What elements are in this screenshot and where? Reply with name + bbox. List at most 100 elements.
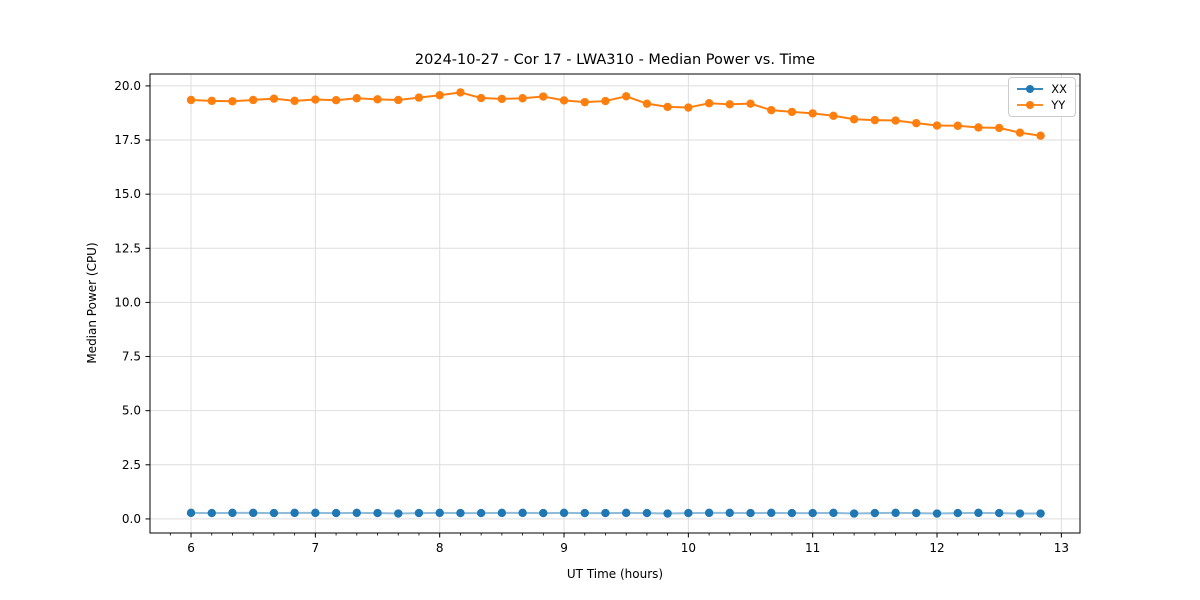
legend-sample-marker	[1026, 85, 1035, 93]
data-point-marker	[539, 92, 548, 101]
data-point-marker	[932, 121, 942, 130]
data-point-marker	[829, 508, 838, 518]
data-point-marker	[994, 123, 1004, 133]
data-point-marker	[394, 509, 403, 518]
data-point-marker	[725, 100, 734, 109]
chart-title: 2024-10-27 - Cor 17 - LWA310 - Median Po…	[415, 52, 815, 68]
data-point-marker	[248, 508, 258, 518]
legend-item: XX	[1015, 82, 1067, 96]
data-point-marker	[331, 95, 341, 105]
data-point-marker	[186, 508, 196, 518]
data-point-marker	[974, 123, 983, 132]
data-point-marker	[953, 508, 962, 518]
data-point-marker	[829, 111, 838, 120]
y-tick-label: 12.5	[114, 241, 141, 255]
data-point-marker	[456, 508, 465, 518]
data-point-marker	[891, 508, 900, 518]
data-point-marker	[476, 508, 486, 518]
data-point-marker	[414, 93, 424, 102]
data-point-marker	[974, 508, 983, 518]
data-point-marker	[787, 107, 797, 117]
data-point-marker	[684, 508, 693, 518]
x-tick-label: 10	[681, 541, 696, 555]
legend-sample-marker	[1026, 101, 1035, 109]
y-axis-label: Median Power (CPU)	[85, 242, 99, 363]
legend-line-marker-icon	[1017, 101, 1044, 109]
data-point-marker	[642, 508, 652, 518]
x-axis-label: UT Time (hours)	[567, 567, 663, 581]
data-point-marker	[912, 118, 921, 128]
x-tick-label: 8	[436, 541, 444, 555]
y-tick-label: 20.0	[114, 79, 141, 93]
data-point-marker	[767, 508, 776, 518]
data-point-marker	[311, 508, 320, 518]
data-point-marker	[601, 508, 610, 518]
data-point-marker	[808, 109, 817, 118]
data-point-marker	[476, 93, 486, 103]
data-point-marker	[891, 116, 900, 125]
data-point-marker	[787, 508, 797, 518]
y-tick-label: 10.0	[114, 295, 141, 309]
data-point-marker	[849, 115, 859, 124]
data-point-marker	[663, 102, 672, 112]
y-tick-label: 15.0	[114, 187, 141, 201]
data-point-marker	[642, 99, 652, 108]
data-point-marker	[518, 94, 527, 103]
data-point-marker	[767, 105, 776, 115]
data-point-marker	[704, 99, 714, 108]
data-point-marker	[269, 508, 279, 518]
data-point-marker	[1036, 131, 1045, 140]
x-tick-label: 9	[560, 541, 568, 555]
data-point-marker	[953, 121, 962, 130]
data-point-marker	[186, 95, 196, 105]
data-point-marker	[352, 508, 361, 518]
data-point-marker	[580, 508, 589, 518]
y-tick-label: 2.5	[122, 458, 141, 472]
data-point-marker	[497, 508, 507, 518]
data-point-marker	[725, 508, 734, 518]
data-point-marker	[932, 509, 942, 518]
data-point-marker	[311, 95, 320, 104]
y-tick-label: 0.0	[122, 512, 141, 526]
x-tick-label: 11	[805, 541, 820, 555]
data-point-marker	[248, 95, 258, 105]
legend: XX YY	[1008, 77, 1076, 117]
data-point-marker	[663, 509, 672, 518]
data-point-marker	[456, 88, 465, 97]
data-point-marker	[435, 91, 444, 100]
data-point-marker	[808, 508, 817, 518]
data-point-marker	[394, 95, 403, 105]
data-point-marker	[704, 508, 714, 518]
x-tick-label: 7	[312, 541, 320, 555]
legend-line-marker-icon	[1017, 85, 1044, 93]
data-point-marker	[912, 508, 921, 518]
data-point-marker	[228, 97, 237, 106]
data-point-marker	[580, 97, 589, 107]
data-point-marker	[539, 508, 548, 518]
data-point-marker	[994, 508, 1004, 518]
x-tick-label: 13	[1054, 541, 1069, 555]
y-tick-label: 5.0	[122, 404, 141, 418]
data-point-marker	[746, 99, 755, 108]
data-point-marker	[352, 94, 361, 103]
data-point-marker	[414, 508, 424, 518]
legend-item: YY	[1015, 98, 1067, 112]
data-point-marker	[497, 94, 507, 104]
legend-item-label: XX	[1051, 82, 1067, 96]
data-point-marker	[1015, 509, 1025, 518]
data-point-marker	[435, 508, 444, 518]
plot-frame	[149, 73, 1081, 534]
y-tick-label: 7.5	[122, 350, 141, 364]
data-point-marker	[870, 115, 880, 125]
data-point-marker	[228, 508, 237, 518]
data-point-marker	[746, 508, 755, 518]
data-point-marker	[684, 103, 693, 112]
data-point-marker	[290, 508, 299, 518]
series-layer	[186, 88, 1045, 518]
data-point-marker	[207, 96, 216, 106]
data-point-marker	[290, 96, 299, 106]
data-point-marker	[373, 508, 382, 518]
data-point-marker	[870, 508, 880, 518]
